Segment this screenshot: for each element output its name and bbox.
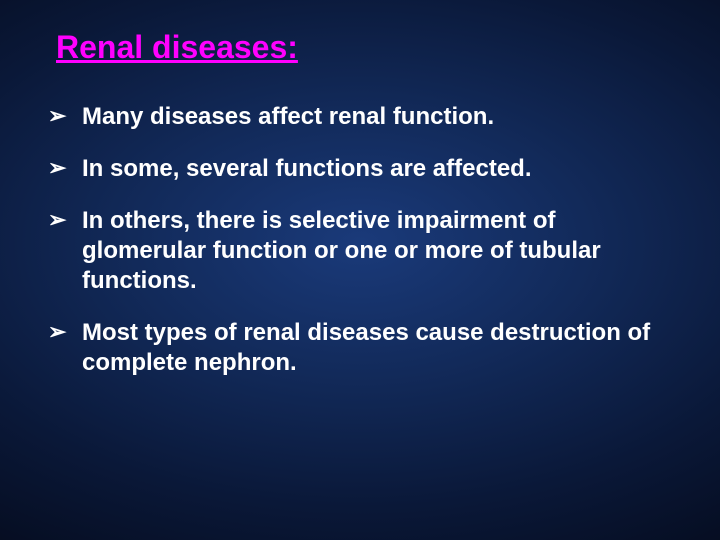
list-item: Most types of renal diseases cause destr…: [48, 318, 680, 378]
list-item: In others, there is selective impairment…: [48, 206, 680, 296]
list-item: Many diseases affect renal function.: [48, 102, 680, 132]
slide-title: Renal diseases:: [56, 28, 680, 66]
bullet-list: Many diseases affect renal function. In …: [48, 102, 680, 378]
list-item: In some, several functions are affected.: [48, 154, 680, 184]
slide: Renal diseases: Many diseases affect ren…: [0, 0, 720, 540]
